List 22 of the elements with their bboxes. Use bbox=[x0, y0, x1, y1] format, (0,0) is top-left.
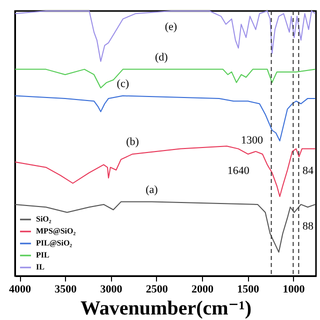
x-tick-label: 1000 bbox=[282, 284, 306, 296]
x-tick-label: 3500 bbox=[54, 284, 78, 296]
x-tick-label: 3000 bbox=[100, 284, 123, 296]
legend-label: PIL bbox=[36, 250, 50, 260]
annotation: (a) bbox=[146, 184, 158, 196]
legend-label: MPS@SiO₂ bbox=[36, 226, 76, 236]
x-axis-title: Wavenumber(cm⁻¹) bbox=[80, 298, 252, 320]
x-tick-label: 4000 bbox=[9, 284, 32, 296]
x-tick-label: 2500 bbox=[146, 284, 168, 296]
annotation: 1300 bbox=[241, 134, 264, 146]
x-tick-label: 1500 bbox=[237, 284, 260, 296]
annotation: 88 bbox=[302, 220, 314, 232]
annotation: (b) bbox=[126, 136, 140, 148]
annotation: (e) bbox=[164, 21, 178, 33]
annotation: 1640 bbox=[227, 164, 250, 177]
legend-label: IL bbox=[36, 262, 44, 272]
x-tick-label: 2000 bbox=[191, 284, 214, 296]
annotation: (c) bbox=[116, 78, 130, 90]
legend-label: PIL@SiO₂ bbox=[36, 238, 73, 248]
annotation: (d) bbox=[154, 51, 168, 64]
legend-label: SiO₂ bbox=[36, 214, 52, 224]
annotation: 84 bbox=[302, 164, 314, 177]
